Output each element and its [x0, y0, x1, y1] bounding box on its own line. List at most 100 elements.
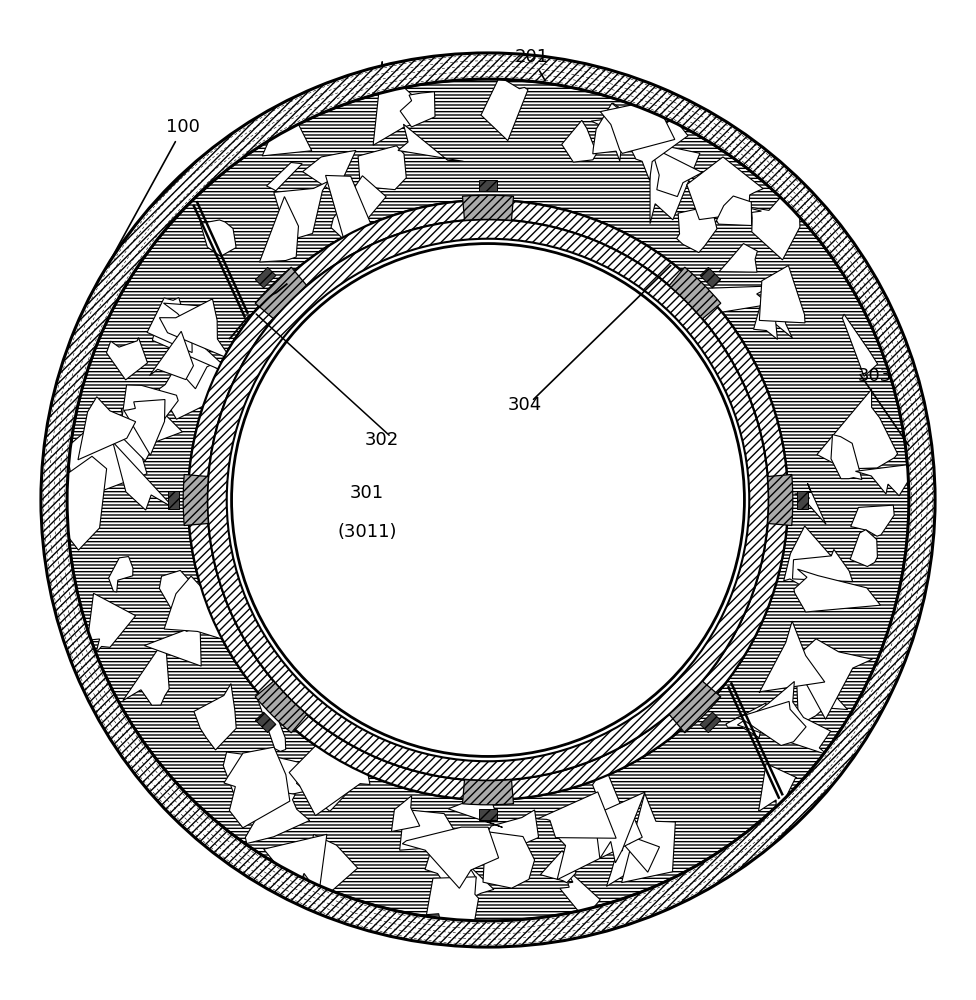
Polygon shape [400, 92, 435, 127]
Polygon shape [263, 117, 311, 156]
Polygon shape [562, 120, 596, 162]
Polygon shape [159, 346, 242, 419]
Polygon shape [391, 796, 420, 832]
Polygon shape [358, 146, 406, 190]
Polygon shape [851, 505, 894, 536]
Polygon shape [469, 810, 539, 868]
Polygon shape [817, 389, 898, 469]
Polygon shape [152, 319, 235, 376]
Polygon shape [326, 175, 375, 253]
Polygon shape [762, 306, 793, 338]
Polygon shape [759, 621, 825, 693]
FancyBboxPatch shape [700, 267, 720, 288]
Polygon shape [88, 593, 136, 653]
Polygon shape [687, 157, 763, 220]
FancyBboxPatch shape [479, 809, 497, 820]
Text: 303: 303 [858, 367, 892, 385]
Polygon shape [630, 118, 688, 180]
Polygon shape [200, 220, 236, 256]
Wedge shape [670, 267, 721, 319]
Polygon shape [784, 526, 841, 587]
Polygon shape [108, 557, 133, 592]
Polygon shape [402, 827, 499, 888]
Polygon shape [738, 681, 831, 755]
Polygon shape [855, 463, 919, 496]
Polygon shape [606, 841, 651, 886]
Polygon shape [425, 846, 476, 884]
Polygon shape [303, 150, 356, 194]
Polygon shape [559, 867, 600, 920]
Polygon shape [427, 877, 478, 932]
Polygon shape [149, 331, 193, 380]
Wedge shape [670, 681, 721, 733]
Polygon shape [48, 456, 106, 550]
Polygon shape [736, 701, 806, 746]
Polygon shape [617, 837, 660, 872]
Polygon shape [538, 792, 616, 838]
Polygon shape [483, 832, 535, 888]
Polygon shape [676, 206, 717, 253]
Text: 100: 100 [110, 118, 200, 261]
Polygon shape [264, 834, 327, 894]
FancyBboxPatch shape [479, 180, 497, 191]
Text: 301: 301 [350, 484, 385, 502]
Polygon shape [267, 755, 322, 799]
Wedge shape [255, 681, 306, 733]
Polygon shape [726, 703, 766, 738]
Polygon shape [557, 815, 642, 880]
Polygon shape [297, 755, 352, 811]
Polygon shape [716, 196, 752, 226]
Polygon shape [194, 684, 236, 750]
Polygon shape [850, 530, 877, 567]
Polygon shape [373, 61, 418, 145]
Circle shape [231, 244, 745, 756]
Polygon shape [224, 752, 269, 802]
Polygon shape [331, 176, 386, 243]
Polygon shape [164, 303, 211, 337]
Polygon shape [124, 400, 165, 455]
Polygon shape [592, 103, 626, 161]
Polygon shape [719, 244, 757, 272]
FancyBboxPatch shape [796, 491, 808, 509]
Polygon shape [831, 435, 862, 479]
Polygon shape [794, 483, 826, 524]
Polygon shape [266, 162, 303, 191]
Polygon shape [652, 151, 702, 197]
Polygon shape [752, 195, 800, 260]
Wedge shape [768, 474, 793, 526]
Polygon shape [245, 791, 309, 844]
Polygon shape [448, 849, 494, 897]
Polygon shape [592, 768, 627, 820]
Polygon shape [793, 549, 853, 582]
FancyBboxPatch shape [168, 491, 180, 509]
FancyBboxPatch shape [700, 712, 720, 733]
Wedge shape [463, 195, 513, 220]
Polygon shape [224, 747, 290, 828]
Polygon shape [164, 576, 236, 640]
Wedge shape [463, 780, 513, 805]
Polygon shape [106, 338, 147, 380]
Polygon shape [64, 417, 147, 501]
Text: 304: 304 [508, 396, 542, 414]
Polygon shape [159, 570, 214, 617]
Polygon shape [121, 394, 183, 449]
Polygon shape [120, 385, 179, 461]
Polygon shape [147, 298, 192, 353]
Polygon shape [758, 764, 796, 818]
Polygon shape [793, 639, 873, 719]
Polygon shape [650, 143, 700, 224]
Polygon shape [591, 103, 643, 126]
Polygon shape [113, 442, 175, 510]
Polygon shape [260, 197, 299, 262]
Text: (3011): (3011) [338, 523, 397, 541]
Polygon shape [795, 652, 847, 725]
Polygon shape [159, 299, 231, 360]
Polygon shape [144, 626, 201, 666]
Polygon shape [481, 77, 528, 141]
Polygon shape [256, 690, 286, 751]
Polygon shape [622, 793, 675, 883]
Polygon shape [304, 834, 357, 893]
Wedge shape [183, 474, 208, 526]
Polygon shape [399, 810, 464, 850]
Polygon shape [274, 181, 328, 241]
